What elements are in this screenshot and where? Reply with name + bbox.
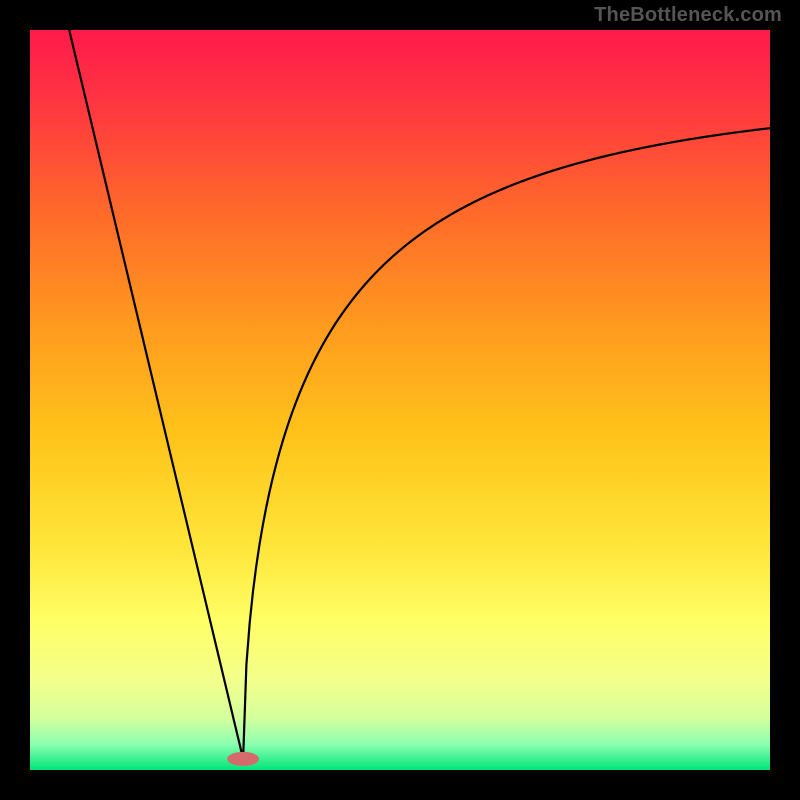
chart-svg — [30, 30, 770, 770]
chart-container: TheBottleneck.com — [0, 0, 800, 800]
plot-area — [30, 30, 770, 770]
attribution-text: TheBottleneck.com — [594, 4, 782, 27]
gradient-background — [30, 30, 770, 770]
optimum-marker — [227, 752, 259, 766]
